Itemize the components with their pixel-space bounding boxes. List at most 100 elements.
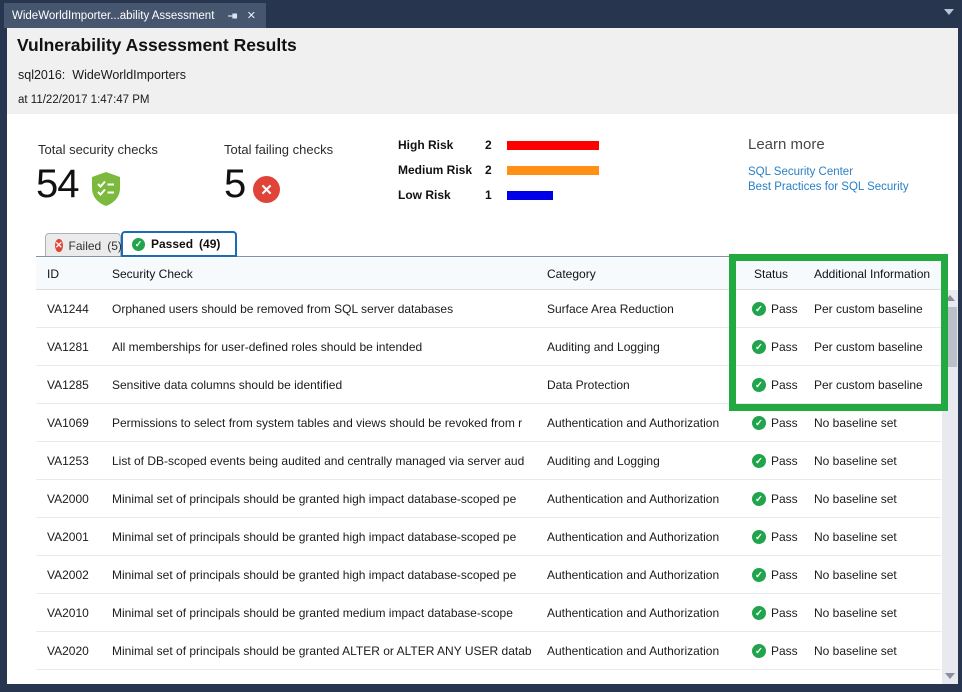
cell-category: Authentication and Authorization	[547, 644, 720, 658]
cell-category: Authentication and Authorization	[547, 606, 720, 620]
low-risk-bar	[507, 191, 553, 200]
pin-icon[interactable]	[227, 10, 239, 22]
cell-id: VA2020	[47, 644, 89, 658]
high-risk-label: High Risk	[398, 138, 454, 152]
high-risk-bar	[507, 141, 599, 150]
fail-x-icon: ✕	[253, 176, 280, 203]
column-additional-information[interactable]: Additional Information	[814, 267, 931, 281]
link-best-practices[interactable]: Best Practices for SQL Security	[748, 181, 909, 193]
cell-check: Orphaned users should be removed from SQ…	[112, 302, 454, 316]
cell-status: Pass	[771, 454, 798, 468]
low-risk-count: 1	[485, 188, 492, 202]
cell-category: Surface Area Reduction	[547, 302, 674, 316]
cell-id: VA2001	[47, 530, 89, 544]
table-row[interactable]: VA2000 Minimal set of principals should …	[36, 480, 941, 518]
document-tab[interactable]: WideWorldImporter...ability Assessment ✕	[4, 3, 266, 28]
column-status[interactable]: Status	[754, 267, 789, 281]
cell-check: List of DB-scoped events being audited a…	[112, 454, 525, 468]
cell-category: Authentication and Authorization	[547, 492, 720, 506]
close-icon[interactable]: ✕	[246, 10, 256, 22]
cell-category: Data Protection	[547, 378, 630, 392]
cell-status: Pass	[771, 340, 798, 354]
scrollbar-thumb[interactable]	[943, 307, 957, 367]
link-sql-security-center[interactable]: SQL Security Center	[748, 166, 854, 178]
scan-timestamp: at 11/22/2017 1:47:47 PM	[18, 94, 150, 106]
document-tab-bar: WideWorldImporter...ability Assessment ✕	[0, 0, 962, 28]
tab-passed-count: (49)	[199, 237, 221, 251]
table-row[interactable]: VA2010 Minimal set of principals should …	[36, 594, 941, 632]
report-header: Vulnerability Assessment Results sql2016…	[7, 28, 958, 114]
tab-failed-count: (5)	[107, 238, 122, 253]
cell-id: VA1281	[47, 340, 89, 354]
cell-check: Minimal set of principals should be gran…	[112, 530, 517, 544]
report-content: Total security checks 54 Total failing c…	[7, 114, 958, 684]
pass-check-icon: ✓	[752, 492, 766, 506]
scroll-down-icon[interactable]	[945, 673, 955, 679]
page-title: Vulnerability Assessment Results	[17, 35, 297, 55]
shield-check-icon	[90, 171, 122, 207]
failing-checks-label: Total failing checks	[224, 142, 334, 157]
pass-check-icon: ✓	[752, 416, 766, 430]
table-row[interactable]: VA2020 Minimal set of principals should …	[36, 632, 941, 670]
pass-check-icon: ✓	[752, 606, 766, 620]
cell-id: VA2000	[47, 492, 89, 506]
tab-failed[interactable]: ✕ Failed (5)	[45, 233, 122, 257]
cell-id: VA1285	[47, 378, 89, 392]
server-name: sql2016:	[18, 68, 66, 82]
total-checks-value: 54	[36, 162, 79, 206]
cell-category: Authentication and Authorization	[547, 416, 720, 430]
database-name: WideWorldImporters	[72, 68, 186, 82]
pass-check-icon: ✓	[752, 340, 766, 354]
cell-check: Sensitive data columns should be identif…	[112, 378, 343, 392]
document-tab-title: WideWorldImporter...ability Assessment	[12, 9, 215, 22]
cell-id: VA1244	[47, 302, 89, 316]
medium-risk-count: 2	[485, 163, 492, 177]
cell-check: Permissions to select from system tables…	[112, 416, 523, 430]
vertical-scrollbar[interactable]	[942, 290, 958, 684]
cell-category: Authentication and Authorization	[547, 530, 720, 544]
cell-info: No baseline set	[814, 568, 897, 582]
pass-check-icon: ✓	[752, 530, 766, 544]
table-row[interactable]: VA1069 Permissions to select from system…	[36, 404, 941, 442]
table-row[interactable]: VA1244 Orphaned users should be removed …	[36, 290, 941, 328]
table-row[interactable]: VA2002 Minimal set of principals should …	[36, 556, 941, 594]
cell-info: Per custom baseline	[814, 378, 923, 392]
cell-check: All memberships for user-defined roles s…	[112, 340, 423, 354]
cell-status: Pass	[771, 606, 798, 620]
cell-status: Pass	[771, 530, 798, 544]
cell-status: Pass	[771, 492, 798, 506]
pass-check-icon: ✓	[752, 378, 766, 392]
scroll-up-icon[interactable]	[945, 295, 955, 301]
cell-category: Auditing and Logging	[547, 340, 660, 354]
cell-info: No baseline set	[814, 416, 897, 430]
table-row[interactable]: VA1253 List of DB-scoped events being au…	[36, 442, 941, 480]
cell-status: Pass	[771, 644, 798, 658]
total-checks-label: Total security checks	[38, 142, 158, 157]
cell-id: VA2002	[47, 568, 89, 582]
failing-checks-value: 5	[224, 162, 246, 206]
pass-check-icon: ✓	[752, 454, 766, 468]
table-row[interactable]: VA1281 All memberships for user-defined …	[36, 328, 941, 366]
column-security-check[interactable]: Security Check	[112, 267, 193, 281]
table-body: VA1244 Orphaned users should be removed …	[36, 290, 941, 684]
tab-passed[interactable]: ✓ Passed (49)	[121, 231, 237, 257]
passed-check-icon: ✓	[132, 237, 145, 251]
server-database-line: sql2016: WideWorldImporters	[18, 68, 186, 82]
cell-info: No baseline set	[814, 492, 897, 506]
table-row[interactable]: VA2001 Minimal set of principals should …	[36, 518, 941, 556]
cell-info: Per custom baseline	[814, 302, 923, 316]
column-id[interactable]: ID	[47, 267, 59, 281]
chevron-down-icon[interactable]	[944, 9, 954, 15]
high-risk-count: 2	[485, 138, 492, 152]
column-category[interactable]: Category	[547, 267, 596, 281]
low-risk-label: Low Risk	[398, 188, 451, 202]
tabstrip-divider	[36, 256, 941, 257]
failed-x-icon: ✕	[55, 239, 63, 252]
table-row[interactable]: VA1285 Sensitive data columns should be …	[36, 366, 941, 404]
cell-id: VA2010	[47, 606, 89, 620]
cell-info: No baseline set	[814, 454, 897, 468]
cell-id: VA1253	[47, 454, 89, 468]
cell-info: No baseline set	[814, 644, 897, 658]
learn-more-heading: Learn more	[748, 136, 825, 153]
pass-check-icon: ✓	[752, 302, 766, 316]
